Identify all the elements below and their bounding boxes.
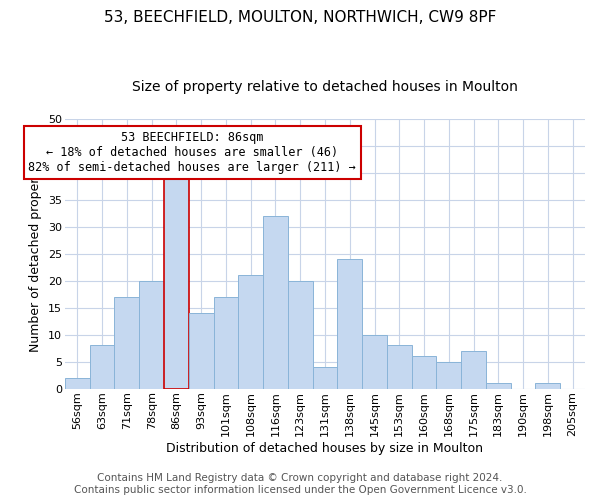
Bar — [436, 362, 461, 388]
Bar — [412, 356, 436, 388]
Bar — [263, 216, 288, 388]
Bar — [65, 378, 90, 388]
Bar — [214, 297, 238, 388]
Bar — [337, 259, 362, 388]
Bar — [90, 346, 115, 389]
Text: 53, BEECHFIELD, MOULTON, NORTHWICH, CW9 8PF: 53, BEECHFIELD, MOULTON, NORTHWICH, CW9 … — [104, 10, 496, 25]
Bar — [164, 168, 189, 388]
Bar — [313, 367, 337, 388]
Y-axis label: Number of detached properties: Number of detached properties — [29, 155, 43, 352]
Text: Contains HM Land Registry data © Crown copyright and database right 2024.
Contai: Contains HM Land Registry data © Crown c… — [74, 474, 526, 495]
Bar — [139, 280, 164, 388]
Bar — [535, 384, 560, 388]
Bar — [486, 384, 511, 388]
Bar — [288, 280, 313, 388]
Bar — [461, 351, 486, 389]
Bar — [115, 297, 139, 388]
Bar — [189, 313, 214, 388]
X-axis label: Distribution of detached houses by size in Moulton: Distribution of detached houses by size … — [166, 442, 484, 455]
Bar — [387, 346, 412, 389]
Text: 53 BEECHFIELD: 86sqm
← 18% of detached houses are smaller (46)
82% of semi-detac: 53 BEECHFIELD: 86sqm ← 18% of detached h… — [28, 131, 356, 174]
Bar — [238, 276, 263, 388]
Bar — [362, 334, 387, 388]
Title: Size of property relative to detached houses in Moulton: Size of property relative to detached ho… — [132, 80, 518, 94]
